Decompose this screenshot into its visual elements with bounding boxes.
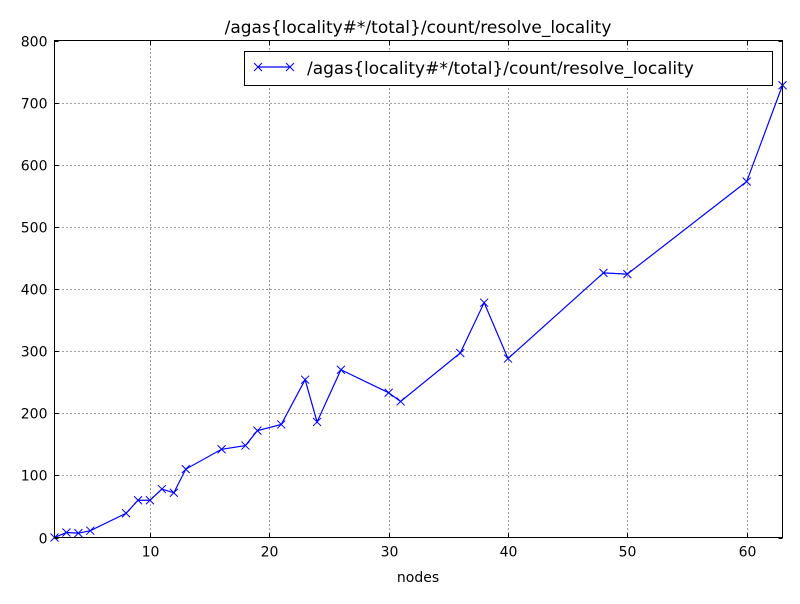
x-marker-icon [217, 444, 226, 454]
legend-box [244, 51, 773, 86]
y-tick-label: 0 [39, 532, 48, 548]
x-marker-icon [133, 495, 143, 505]
y-tick-label: 100 [21, 469, 48, 485]
x-tick-label: 30 [381, 545, 399, 561]
x-marker-icon [121, 508, 131, 518]
y-tick-label: 300 [21, 345, 48, 361]
x-tick-label: 40 [500, 545, 518, 561]
x-marker-icon [336, 365, 346, 375]
x-axis-label: nodes [397, 570, 439, 586]
y-tick-label: 500 [21, 221, 48, 237]
x-tick-label: 60 [739, 545, 757, 561]
x-marker-icon [396, 397, 405, 406]
x-marker-icon [241, 441, 250, 450]
x-marker-icon [503, 354, 513, 363]
y-tick-label: 400 [21, 283, 48, 299]
x-marker-icon [157, 484, 167, 494]
x-axis-tick-labels: 10 20 30 40 50 60 [142, 545, 757, 561]
x-marker-icon [285, 62, 295, 72]
x-marker-icon [622, 269, 632, 279]
axis-ticks [54, 40, 783, 539]
legend-label: /agas{locality#*/total}/count/resolve_lo… [307, 59, 694, 79]
x-marker-icon [74, 528, 83, 538]
x-marker-icon [145, 495, 155, 505]
y-tick-label: 800 [21, 35, 48, 51]
x-tick-label: 10 [142, 545, 160, 561]
x-marker-icon [253, 426, 262, 435]
x-marker-icon [300, 375, 310, 385]
y-tick-label: 200 [21, 407, 48, 423]
x-marker-icon [742, 177, 752, 186]
data-series [50, 80, 787, 542]
x-tick-label: 20 [261, 545, 279, 561]
x-marker-icon [169, 488, 179, 498]
chart-title: /agas{locality#*/total}/count/resolve_lo… [225, 18, 612, 38]
plot-area-frame [54, 40, 783, 538]
x-marker-icon [85, 526, 95, 536]
x-tick-label: 50 [619, 545, 637, 561]
x-marker-icon [479, 298, 489, 308]
y-axis-tick-labels: 0 100 200 300 400 500 600 700 800 [21, 35, 48, 548]
legend-line-marker-icon [253, 62, 295, 72]
y-tick-label: 700 [21, 97, 48, 113]
x-marker-icon [276, 420, 286, 429]
x-marker-icon [455, 348, 465, 358]
x-marker-icon [253, 62, 263, 72]
x-marker-icon [62, 528, 71, 537]
x-marker-icon [312, 417, 322, 427]
x-marker-icon [384, 388, 394, 398]
x-marker-icon [181, 464, 191, 474]
x-marker-icon [599, 268, 608, 278]
grid-lines [54, 40, 783, 538]
legend: /agas{locality#*/total}/count/resolve_lo… [244, 51, 773, 86]
y-tick-label: 600 [21, 159, 48, 175]
series-line [54, 85, 784, 539]
